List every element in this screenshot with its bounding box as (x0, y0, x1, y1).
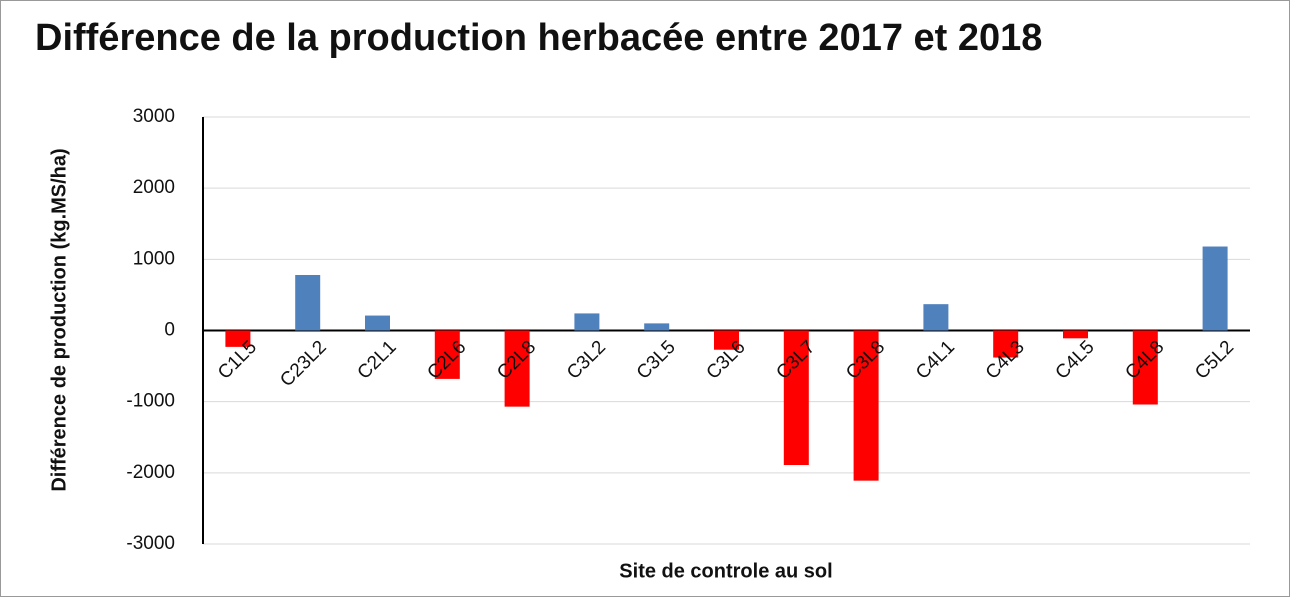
bar (225, 330, 251, 347)
y-tick-label: -3000 (126, 533, 175, 554)
bar (504, 330, 530, 407)
bar (1063, 330, 1088, 339)
bar (644, 323, 670, 331)
bar (853, 330, 879, 481)
bar (434, 330, 460, 379)
y-tick-label: 2000 (133, 177, 175, 198)
y-axis-label: Différence de production (kg.MS/ha) (48, 148, 70, 491)
bar (1202, 246, 1228, 331)
x-axis-label: Site de controle au sol (619, 560, 832, 582)
bar (783, 330, 809, 466)
chart-title: Différence de la production herbacée ent… (35, 17, 1042, 59)
bar (295, 274, 321, 331)
bar (365, 315, 390, 331)
y-tick-label: 0 (164, 320, 175, 341)
y-tick-label: -2000 (126, 462, 175, 483)
bar (1132, 330, 1158, 405)
y-tick-label: 1000 (133, 248, 175, 269)
bar (923, 304, 949, 331)
y-tick-label: 3000 (133, 106, 175, 127)
y-tick-label: -1000 (126, 391, 175, 412)
bar (993, 330, 1019, 358)
bar (574, 313, 600, 331)
bar (714, 330, 739, 350)
